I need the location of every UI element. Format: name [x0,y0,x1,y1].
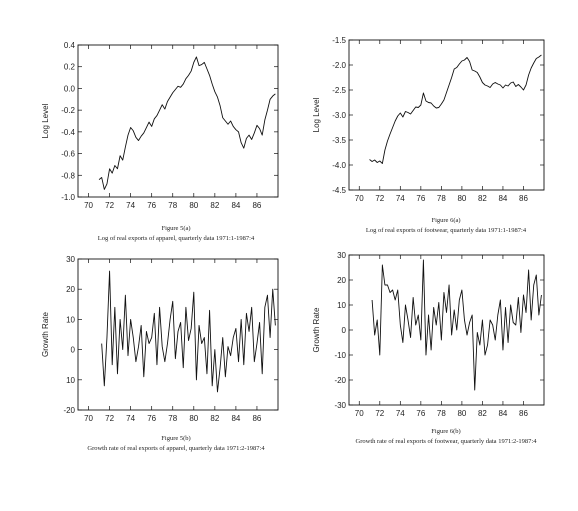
x-tick-label: 82 [478,194,487,203]
x-tick-label: 72 [375,409,384,418]
x-tick-label: 80 [189,201,198,210]
x-tick-label: 86 [519,409,528,418]
figure-caption-title: Figure 6(a) [431,217,460,224]
x-tick-label: 72 [375,194,384,203]
x-tick-label: 72 [105,414,114,423]
y-axis-label: Log Level [41,103,50,138]
figure-caption: Growth rate of real exports of footwear,… [356,438,538,445]
x-tick-label: 76 [416,194,425,203]
chart-footwear-level: -1.5 -2.0 -2.5 -3.0 -3.5 -4.0 -4.5 70 72 74 76 78 80… [312,36,545,234]
x-tick-label: 76 [147,201,156,210]
y-tick-label: -1.5 [332,36,346,45]
y-tick-label: 10 [66,315,75,324]
plot-frame [348,39,545,191]
figure-caption: Log of real exports of footwear, quarter… [366,227,527,234]
y-tick-label: -20 [334,376,346,385]
x-tick-label: 76 [416,409,425,418]
x-tick-label: 72 [105,201,114,210]
y-tick-label: 10 [66,376,75,385]
series-line [98,56,276,190]
x-tick-label: 70 [84,201,93,210]
y-tick-label: -4.0 [332,161,346,170]
series-line [371,259,542,391]
y-tick-label: 0.2 [64,63,76,72]
x-tick-label: 78 [437,409,446,418]
x-tick-label: 78 [437,194,446,203]
x-tick-label: 74 [396,409,405,418]
y-tick-label: -3.5 [332,136,346,145]
x-tick-label: 70 [355,409,364,418]
y-tick-label: -0.8 [61,171,75,180]
figure-caption-title: Figure 5(a) [161,225,190,232]
y-tick-label: -0.4 [61,128,75,137]
x-tick-label: 80 [457,409,466,418]
y-tick-label: -2.0 [332,61,346,70]
chart-footwear-growth: 30 20 10 0 -10 -20 -30 70 72 74 76 78 80 82 84 86 Growth… [312,251,545,445]
y-tick-label: -3.0 [332,111,346,120]
x-tick-label: 74 [126,414,135,423]
y-tick-label: 0 [71,346,76,355]
y-axis-label: Log Level [312,97,321,132]
x-tick-label: 86 [252,414,261,423]
x-tick-label: 80 [189,414,198,423]
series-line [369,54,542,164]
figure-caption: Log of real exports of apparel, quarterl… [98,235,255,242]
x-tick-label: 74 [126,201,135,210]
x-tick-label: 84 [498,409,507,418]
x-tick-label: 84 [231,414,240,423]
y-tick-label: -30 [334,401,346,410]
y-tick-label: 10 [337,301,346,310]
y-tick-label: -4.5 [332,186,346,195]
x-tick-label: 86 [519,194,528,203]
y-tick-label: 20 [66,285,75,294]
x-tick-label: 86 [252,201,261,210]
x-tick-label: 80 [457,194,466,203]
x-tick-label: 84 [231,201,240,210]
y-tick-label: 30 [66,255,75,264]
x-tick-label: 84 [498,194,507,203]
plot-frame [77,258,279,411]
y-tick-label: -20 [63,406,75,415]
y-tick-label: -0.2 [61,106,75,115]
y-axis-label: Growth Rate [41,311,50,356]
y-tick-label: -10 [334,351,346,360]
y-tick-label: 0.4 [64,41,76,50]
x-tick-label: 82 [210,201,219,210]
x-tick-label: 74 [396,194,405,203]
y-tick-label: 0.0 [64,84,76,93]
series-line [101,270,276,393]
x-tick-label: 78 [168,201,177,210]
x-tick-label: 70 [355,194,364,203]
chart-apparel-level: 0.4 0.2 0.0 -0.2 -0.4 -0.6 -0.8 -1.0 70 72 74 76 78 8… [41,41,279,242]
figure-caption-title: Figure 6(b) [431,428,460,435]
x-tick-label: 76 [147,414,156,423]
y-axis-label: Growth Rate [312,307,321,352]
y-tick-label: -1.0 [61,193,75,202]
figure-caption: Growth rate of real exports of apparel, … [87,445,265,452]
x-tick-label: 82 [210,414,219,423]
chart-apparel-growth: 30 20 10 0 10 -20 70 72 74 76 78 80 82 84 86 Growth Rat… [41,255,279,452]
plot-frame [77,44,279,198]
y-tick-label: -0.6 [61,150,75,159]
figure-caption-title: Figure 5(b) [161,435,190,442]
y-tick-label: 30 [337,251,346,260]
y-tick-label: 0 [342,326,347,335]
y-tick-label: -2.5 [332,86,346,95]
x-tick-label: 82 [478,409,487,418]
y-tick-label: 20 [337,276,346,285]
x-tick-label: 78 [168,414,177,423]
x-tick-label: 70 [84,414,93,423]
